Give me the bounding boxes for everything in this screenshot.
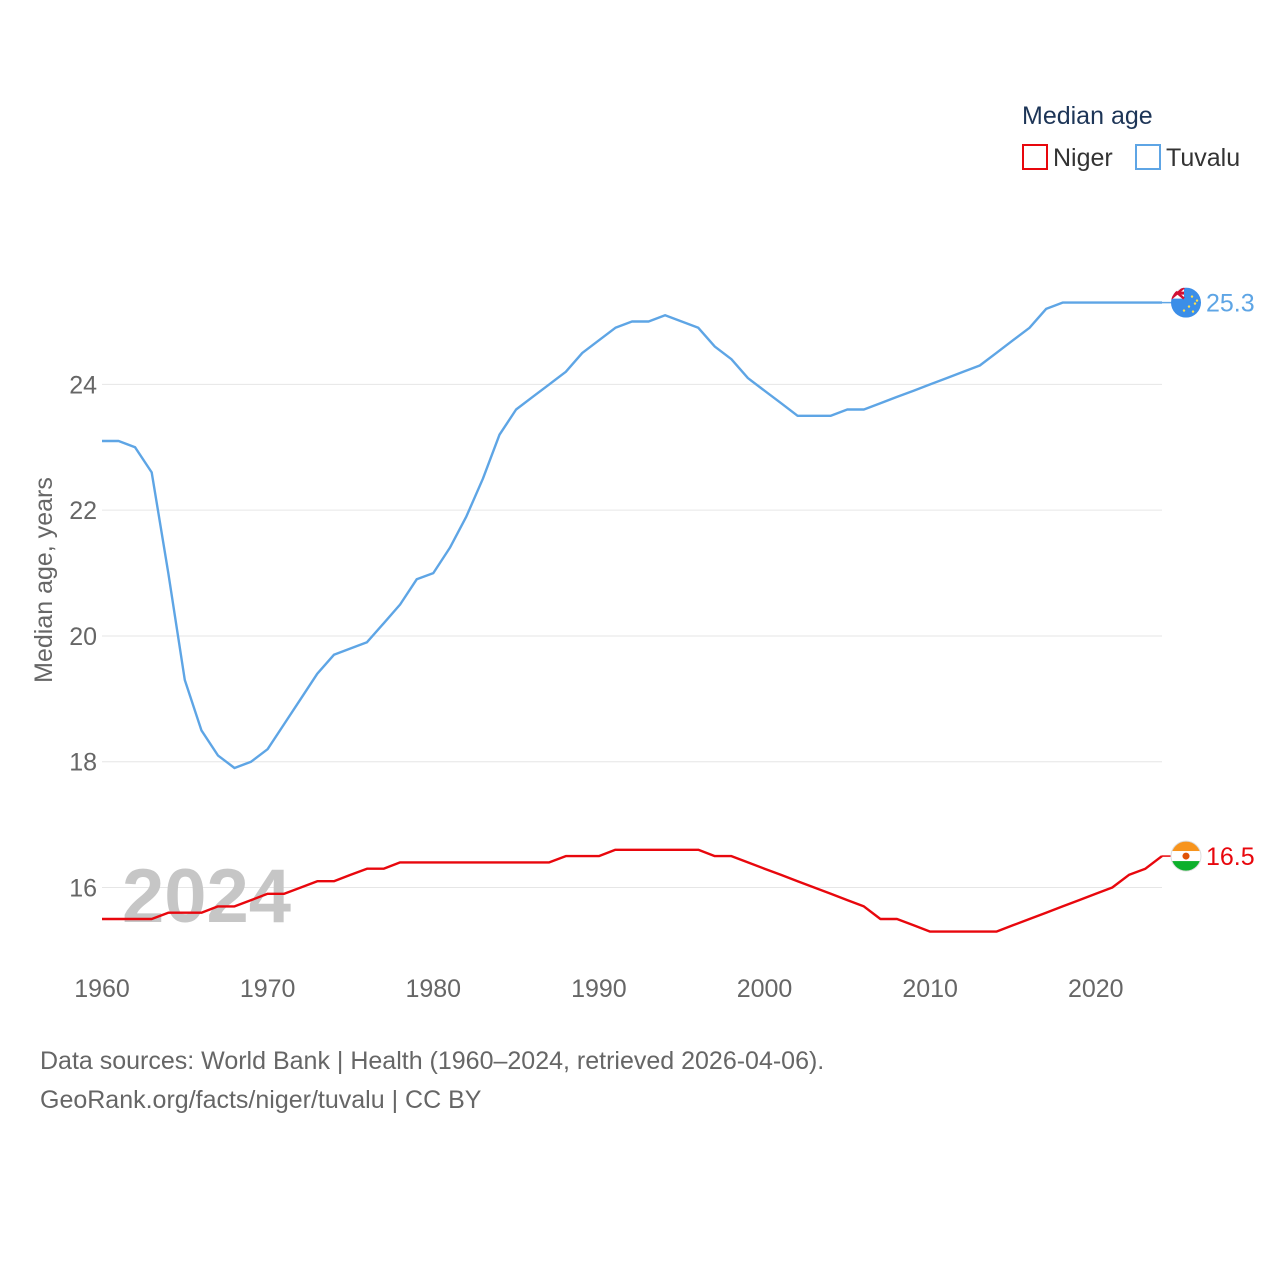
legend-item-tuvalu[interactable]: Tuvalu: [1135, 144, 1240, 172]
legend-label-tuvalu: Tuvalu: [1166, 144, 1240, 172]
x-tick-label: 1990: [571, 975, 627, 1003]
x-tick-label: 2000: [737, 975, 793, 1003]
y-tick-label: 20: [69, 623, 97, 651]
y-axis-ticks: 16 18 20 22 24: [69, 371, 97, 902]
x-axis-ticks: 1960 1970 1980 1990 2000 2010 2020: [74, 975, 1123, 1003]
x-tick-label: 2010: [902, 975, 958, 1003]
legend-item-niger[interactable]: Niger: [1022, 144, 1113, 172]
x-tick-label: 1960: [74, 975, 130, 1003]
footer: Data sources: World Bank | Health (1960–…: [40, 1042, 824, 1120]
niger-flag-icon: [1170, 840, 1202, 872]
y-tick-label: 18: [69, 749, 97, 777]
end-value-label-tuvalu: 25.3: [1206, 290, 1255, 318]
x-tick-label: 1980: [405, 975, 461, 1003]
grid-lines: [102, 383, 1162, 889]
x-tick-label: 2020: [1068, 975, 1124, 1003]
y-tick-label: 24: [69, 371, 97, 399]
series-line-niger: [102, 848, 1163, 933]
x-tick-label: 1970: [240, 975, 296, 1003]
legend-label-niger: Niger: [1053, 144, 1113, 172]
year-watermark: 2024: [122, 854, 291, 939]
data-sources-note: Data sources: World Bank | Health (1960–…: [40, 1047, 825, 1075]
end-value-label-niger: 16.5: [1206, 843, 1255, 871]
series-lines: [102, 301, 1163, 933]
y-axis-label: Median age, years: [30, 477, 58, 683]
tuvalu-flag-icon: [1171, 287, 1201, 318]
legend-swatch-niger: [1022, 144, 1048, 170]
series-line-tuvalu: [102, 301, 1162, 770]
y-tick-label: 22: [69, 497, 97, 525]
legend: Median age Niger Tuvalu: [1022, 102, 1240, 172]
y-tick-label: 16: [69, 875, 97, 903]
end-markers: 16.5 25.3: [1162, 287, 1255, 872]
legend-title: Median age: [1022, 102, 1153, 130]
legend-swatch-tuvalu: [1135, 144, 1161, 170]
attribution-link[interactable]: GeoRank.org/facts/niger/tuvalu | CC BY: [40, 1086, 482, 1114]
